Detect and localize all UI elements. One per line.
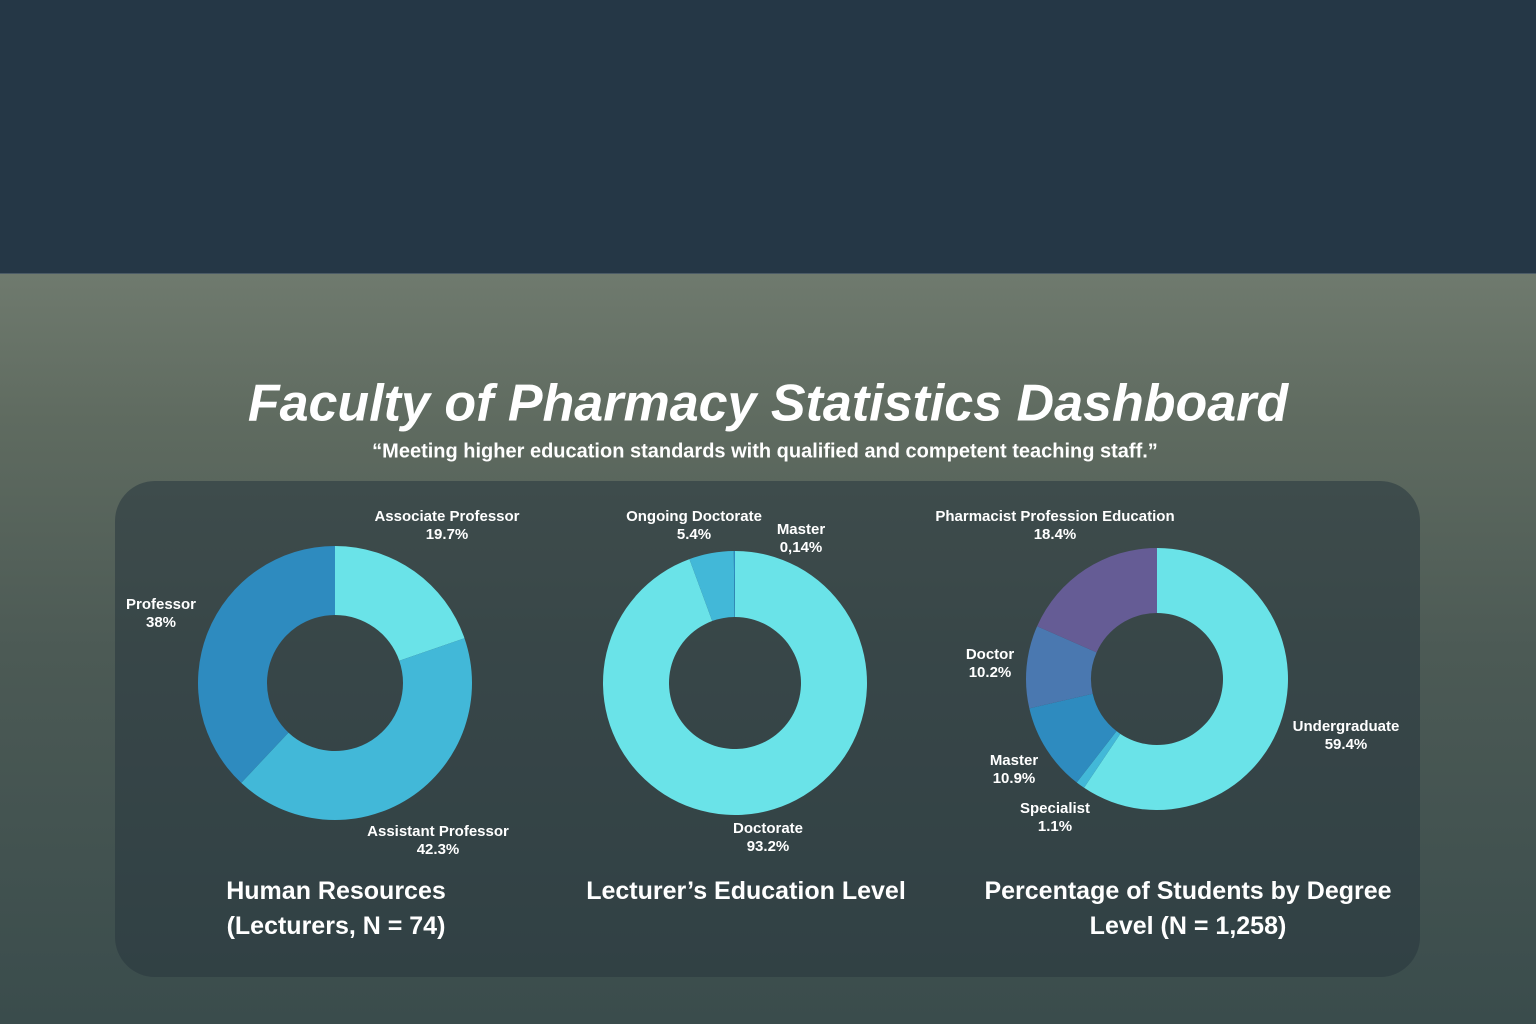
chart-title: Percentage of Students by Degree Level (…: [984, 877, 1392, 940]
chart-title: Human Resources (Lecturers, N = 74): [226, 877, 446, 940]
donut-segment: [335, 546, 465, 661]
slice-value: 10.9%: [993, 770, 1036, 787]
slice-value: 1.1%: [1038, 818, 1072, 835]
donut-segment: [241, 638, 472, 820]
slice-label: Associate Professor: [374, 508, 519, 525]
donut-segment: [1026, 626, 1097, 709]
slice-value: 10.2%: [969, 664, 1012, 681]
slice-label: Specialist: [1020, 800, 1090, 817]
slice-label: Doctorate: [733, 820, 803, 837]
slice-value: 19.7%: [426, 526, 469, 543]
slice-value: 5.4%: [677, 526, 711, 543]
slice-value: 38%: [146, 614, 176, 631]
page-subtitle: “Meeting higher education standards with…: [372, 440, 1158, 462]
donut-segment: [1029, 693, 1117, 783]
slice-label: Professor: [126, 596, 196, 613]
slice-value: 0,14%: [780, 539, 823, 556]
page-title: Faculty of Pharmacy Statistics Dashboard: [248, 375, 1290, 433]
donut-segment: [603, 551, 868, 815]
chart-title: Lecturer’s Education Level: [586, 877, 906, 905]
slice-label: Ongoing Doctorate: [626, 508, 762, 525]
slice-value: 93.2%: [747, 838, 790, 855]
donut-segment: [733, 551, 735, 618]
divider: [0, 273, 1536, 274]
slice-label: Pharmacist Profession Education: [935, 508, 1174, 525]
donut-segment: [1076, 731, 1121, 788]
slice-label: Master: [990, 752, 1039, 769]
donut-segment: [197, 546, 335, 783]
slice-label: Undergraduate: [1293, 718, 1400, 735]
donut-segment: [1084, 548, 1288, 810]
donut-segment: [1037, 548, 1157, 653]
slice-value: 42.3%: [417, 841, 460, 858]
donut-segment: [689, 551, 735, 622]
slice-value: 59.4%: [1325, 736, 1368, 753]
slice-label: Master: [777, 521, 826, 538]
slice-value: 18.4%: [1034, 526, 1077, 543]
slice-label: Assistant Professor: [367, 823, 509, 840]
slice-label: Doctor: [966, 646, 1014, 663]
